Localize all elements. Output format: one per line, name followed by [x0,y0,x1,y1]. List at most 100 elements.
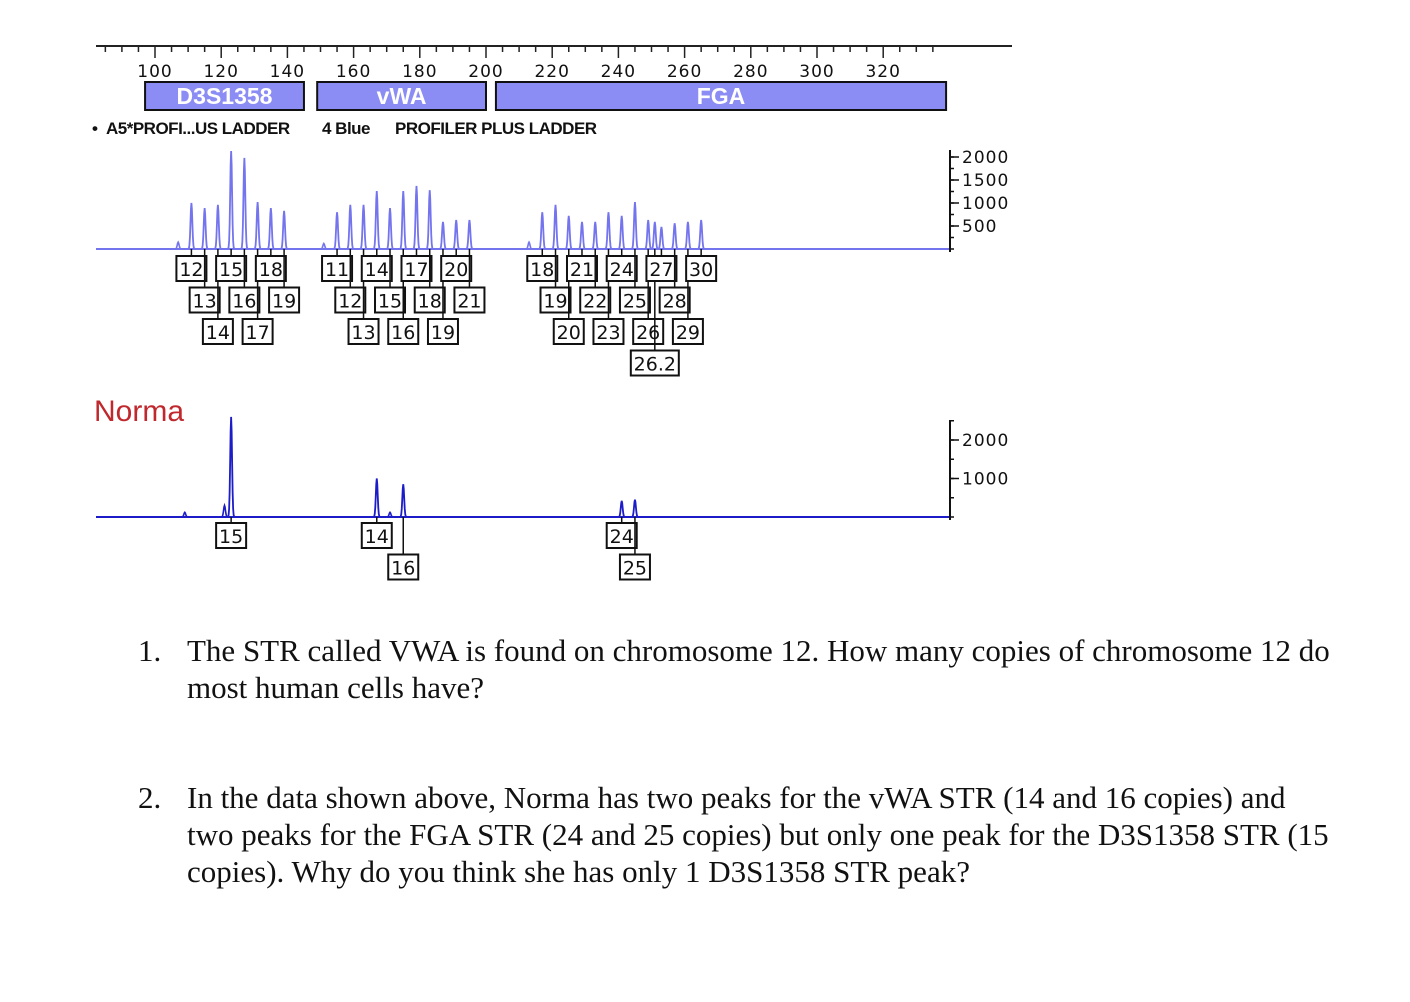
allele-label: 22 [583,291,607,313]
allele-label: 18 [530,259,554,281]
allele-label: 13 [351,322,375,344]
allele-label: 20 [557,322,581,344]
allele-label-box [413,286,446,314]
axis-tick-label: 300 [799,62,834,82]
peak-vwa-19 [436,221,449,250]
allele-label-box [374,286,407,314]
allele-label-box [201,318,234,345]
locus-label: D3S1358 [177,83,273,109]
allele-label: 26 [636,322,660,344]
locus-bar-vwa [316,81,487,111]
allele-label: 27 [649,259,673,281]
peak-fga-24 [615,500,628,518]
axis-tick-label: 120 [203,62,238,82]
size-axis: 100 120 140 160 180 200 220 240 260 280 300 320 [96,45,1012,82]
minor-peak [317,241,330,250]
ladder-trace: 12 13 14 15 16 17 18 19 11 12 13 14 15 16 17 18 19 20 21 18… [96,148,1009,377]
peak-fga-22 [589,221,602,250]
allele-label: 14 [365,526,389,548]
allele-label: 16 [391,558,415,580]
locus-bar-d3s1358 [144,81,305,111]
allele-label-box [579,286,612,314]
allele-label-box [228,286,261,314]
allele-label: 13 [193,291,217,313]
rfu-tick-label: 2000 [962,431,1009,451]
legend-sample: A5*PROFI...US LADDER [106,119,290,138]
question-text: The STR called VWA is found on chromosom… [187,633,1330,705]
peak-vwa-11 [331,212,344,250]
allele-label-box [629,349,680,377]
questions: 1. The STR called VWA is found on chromo… [138,632,1338,963]
locus-bar-fga [494,81,948,111]
axis-tick-label: 280 [733,62,768,82]
allele-label-box [188,286,221,314]
allele-label-box [321,255,354,282]
allele-label: 25 [623,291,647,313]
allele-label: 16 [391,322,415,344]
allele-label-box [565,255,598,282]
peak-d3s1358-15 [225,416,238,518]
question-1: 1. The STR called VWA is found on chromo… [138,632,1338,706]
allele-label-box [215,522,248,549]
peak-fga-20 [562,215,575,250]
peak-vwa-16 [397,484,410,518]
allele-label-box [387,553,420,581]
locus-label: vWA [377,83,427,109]
minor-peak [384,511,397,518]
allele-label-box [254,255,287,282]
legend-title: PROFILER PLUS LADDER [395,119,597,138]
allele-label: 19 [272,291,296,313]
peak-fga-28 [668,223,681,250]
peak-fga-25 [628,202,641,250]
allele-label: 14 [206,322,230,344]
legend-dye: 4 Blue [322,119,370,138]
peak-d3s1358-19 [278,210,291,250]
allele-label: 14 [365,259,389,281]
rfu-tick-label: 500 [962,217,997,237]
minor-peak [172,240,185,250]
allele-label-box [671,318,704,345]
peak-vwa-17 [410,185,423,250]
allele-label: 30 [689,259,713,281]
axis-tick-label: 140 [270,62,305,82]
allele-label: 19 [543,291,567,313]
peak-d3s1358-18 [264,207,277,250]
allele-label-box [215,255,248,282]
allele-label-box [426,318,459,345]
allele-label-box [658,286,691,314]
allele-label: 29 [676,322,700,344]
rfu-tick-label: 1500 [962,171,1009,191]
allele-label: 11 [325,259,349,281]
peak-fga-30 [695,219,708,250]
allele-label: 18 [418,291,442,313]
allele-label-box [539,286,572,314]
allele-label: 28 [663,291,687,313]
peak-d3s1358-15 [225,150,238,250]
legend-bullet: • [92,119,98,138]
allele-label-box [241,318,274,345]
allele-label-box [268,286,301,314]
peak-vwa-18 [423,190,436,250]
peak-d3s1358-17 [251,202,264,250]
peak-fga-25 [628,499,641,518]
allele-label: 23 [596,322,620,344]
peak-d3s1358-16 [238,157,251,250]
ladder-legend: • A5*PROFI...US LADDER 4 Blue PROFILER P… [92,119,597,138]
peak-vwa-21 [463,219,476,250]
axis-tick-label: 180 [402,62,437,82]
allele-label-box [592,318,625,345]
allele-label: 12 [338,291,362,313]
question-2: 2. In the data shown above, Norma has tw… [138,779,1338,890]
peak-vwa-13 [357,204,370,250]
rfu-tick-label: 1000 [962,194,1009,214]
peak-fga-24 [615,215,628,250]
allele-label-box [360,522,393,549]
axis-tick-label: 200 [468,62,503,82]
peak-vwa-15 [384,207,397,250]
allele-label: 25 [623,558,647,580]
allele-label-box [400,255,433,282]
allele-label-box [618,286,651,314]
peak-d3s1358-14 [211,204,224,250]
question-text: In the data shown above, Norma has two p… [187,780,1329,889]
